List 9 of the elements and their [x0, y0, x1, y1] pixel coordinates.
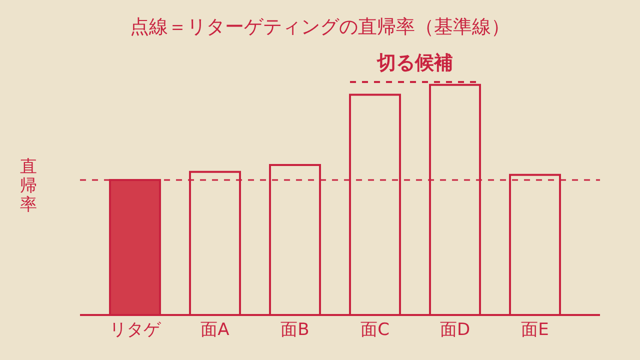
y-axis-title: 直帰率 — [20, 157, 38, 215]
x-tick-label: 面A — [200, 320, 230, 340]
x-tick-label: 面D — [440, 320, 470, 340]
text: 切る候補 — [376, 51, 454, 76]
x-tick-label: リタゲ — [110, 320, 162, 340]
x-tick-label: 面C — [360, 320, 390, 340]
chart-title: 点線＝リターゲティングの直帰率（基準線） — [129, 15, 511, 40]
x-tick-label: 面E — [521, 320, 549, 340]
x-tick-label: 面B — [280, 320, 310, 340]
